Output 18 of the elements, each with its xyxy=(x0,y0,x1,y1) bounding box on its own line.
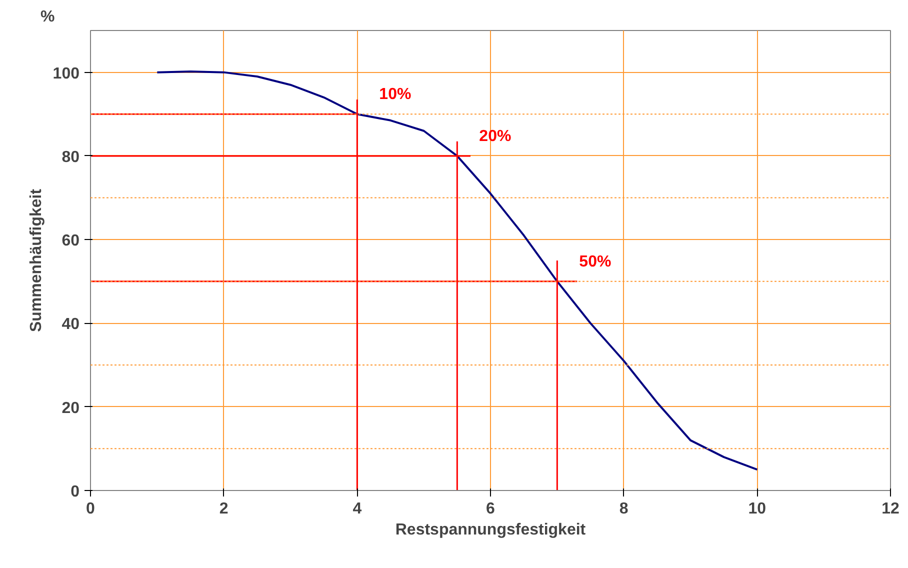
y-axis-title: Summenhäufigkeit xyxy=(28,188,45,332)
annotation: 50% xyxy=(579,253,612,270)
y-tick-label: 80 xyxy=(62,148,80,166)
x-tick-label: 6 xyxy=(486,500,496,518)
annotation: 10% xyxy=(379,86,412,104)
x-tick-label: 12 xyxy=(882,500,900,518)
x-tick-label: 8 xyxy=(619,500,628,518)
x-tick-label: 10 xyxy=(748,500,766,518)
y-tick-label: 100 xyxy=(52,65,80,82)
y-tick-label: 0 xyxy=(70,484,80,500)
x-tick-label: 4 xyxy=(352,500,362,518)
x-tick-label: 2 xyxy=(219,500,228,518)
x-axis-title: Restspannungsfestigkeit xyxy=(395,522,586,538)
text: % xyxy=(40,8,55,26)
y-tick-label: 20 xyxy=(62,400,80,417)
y-tick-label: 60 xyxy=(62,232,80,250)
y-tick-label: 40 xyxy=(62,316,80,334)
x-tick-label: 0 xyxy=(86,500,96,518)
